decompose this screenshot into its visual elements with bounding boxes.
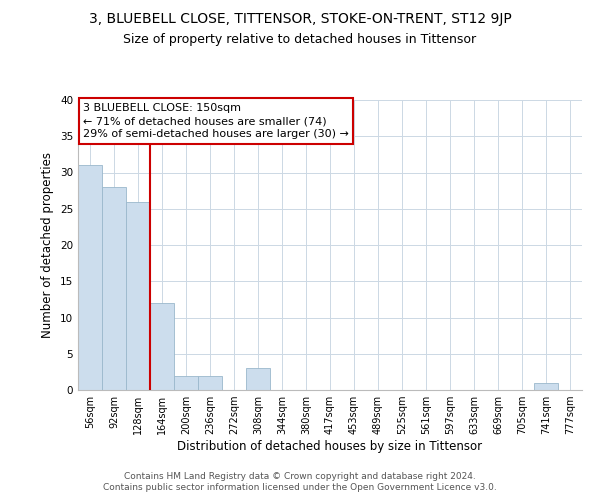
Bar [198, 376, 222, 390]
Bar [534, 383, 558, 390]
Bar [174, 376, 198, 390]
Y-axis label: Number of detached properties: Number of detached properties [41, 152, 55, 338]
Text: Size of property relative to detached houses in Tittensor: Size of property relative to detached ho… [124, 32, 476, 46]
Text: 3, BLUEBELL CLOSE, TITTENSOR, STOKE-ON-TRENT, ST12 9JP: 3, BLUEBELL CLOSE, TITTENSOR, STOKE-ON-T… [89, 12, 511, 26]
Bar [102, 187, 126, 390]
Bar [150, 303, 174, 390]
Bar [246, 368, 270, 390]
Bar [78, 165, 102, 390]
Bar [126, 202, 150, 390]
Text: Contains HM Land Registry data © Crown copyright and database right 2024.
Contai: Contains HM Land Registry data © Crown c… [103, 472, 497, 492]
X-axis label: Distribution of detached houses by size in Tittensor: Distribution of detached houses by size … [178, 440, 482, 453]
Text: 3 BLUEBELL CLOSE: 150sqm
← 71% of detached houses are smaller (74)
29% of semi-d: 3 BLUEBELL CLOSE: 150sqm ← 71% of detach… [83, 103, 349, 140]
